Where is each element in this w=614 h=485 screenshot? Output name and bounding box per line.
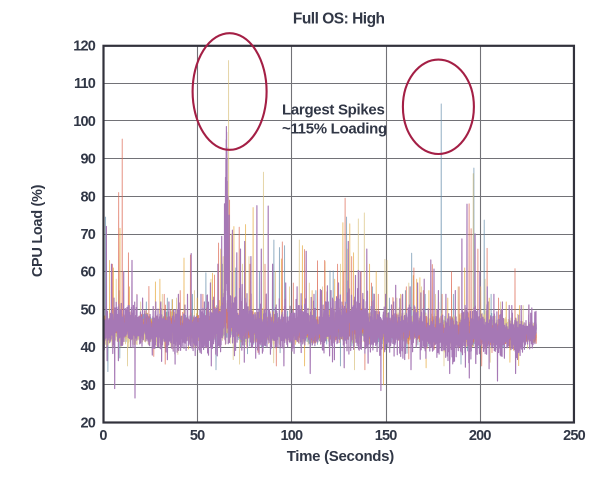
svg-text:70: 70 bbox=[80, 227, 95, 243]
svg-text:110: 110 bbox=[74, 76, 96, 92]
svg-text:0: 0 bbox=[99, 428, 107, 444]
svg-text:40: 40 bbox=[80, 340, 95, 356]
svg-text:50: 50 bbox=[80, 302, 95, 318]
svg-text:~115% Loading: ~115% Loading bbox=[282, 121, 387, 138]
svg-text:250: 250 bbox=[563, 428, 586, 444]
svg-text:30: 30 bbox=[80, 378, 95, 394]
svg-text:CPU Load (%): CPU Load (%) bbox=[30, 184, 46, 277]
svg-text:60: 60 bbox=[80, 265, 95, 281]
svg-text:200: 200 bbox=[469, 428, 492, 444]
svg-text:100: 100 bbox=[73, 114, 96, 130]
svg-text:80: 80 bbox=[80, 189, 95, 205]
svg-text:Full OS: High: Full OS: High bbox=[293, 11, 385, 28]
svg-text:Time (Seconds): Time (Seconds) bbox=[287, 448, 395, 465]
svg-text:50: 50 bbox=[190, 428, 205, 444]
svg-text:120: 120 bbox=[73, 39, 96, 55]
svg-text:150: 150 bbox=[375, 428, 398, 444]
svg-text:20: 20 bbox=[80, 416, 95, 432]
svg-text:90: 90 bbox=[80, 152, 95, 168]
svg-text:100: 100 bbox=[281, 428, 304, 444]
svg-text:Largest Spikes: Largest Spikes bbox=[282, 102, 385, 119]
